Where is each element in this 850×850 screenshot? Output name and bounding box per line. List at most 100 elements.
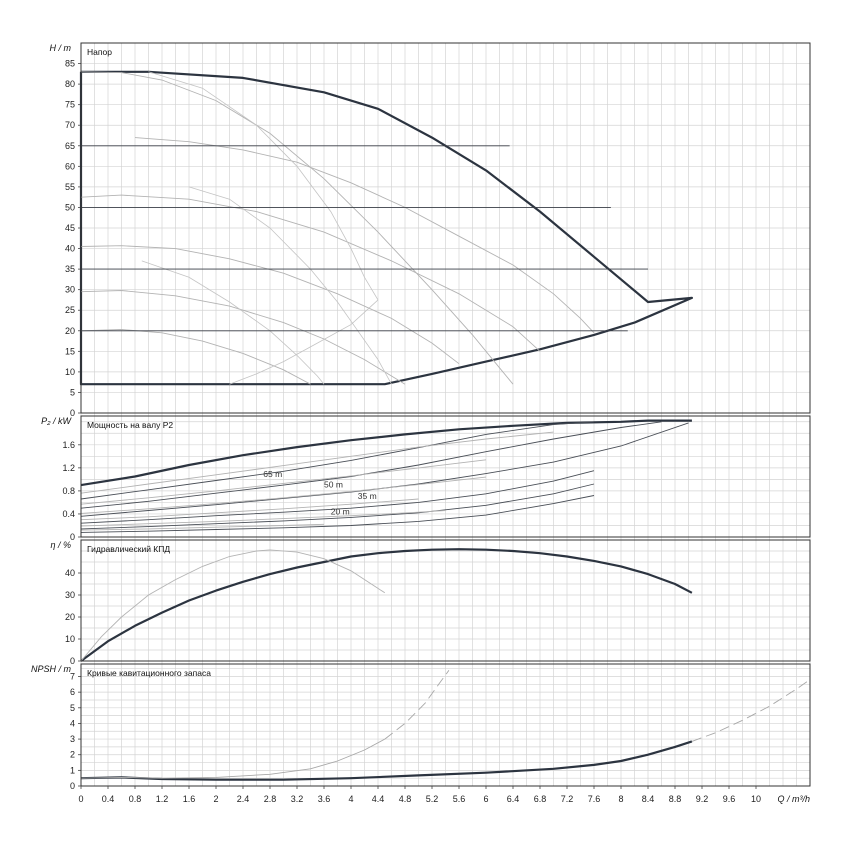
panel-frame — [80, 663, 811, 787]
y-tick-label: 10 — [65, 634, 75, 644]
series-line-power — [80, 419, 692, 487]
x-tick-label: 5.2 — [426, 794, 439, 804]
y-tick-label: 0.8 — [62, 486, 75, 496]
curve-annotation: 20 m — [331, 507, 350, 517]
x-tick-label: 7.2 — [561, 794, 574, 804]
series-line-power — [80, 431, 554, 494]
panel-title: Напор — [87, 47, 112, 57]
x-tick-label: 2 — [213, 794, 218, 804]
series-line-npsh — [691, 679, 811, 742]
x-tick-label: 0.8 — [129, 794, 142, 804]
x-tick-label: 8.4 — [642, 794, 655, 804]
curve-annotation: 50 m — [324, 479, 343, 489]
x-tick-label: 9.2 — [696, 794, 709, 804]
series-line-head — [80, 194, 541, 352]
x-tick-label: 6.8 — [534, 794, 547, 804]
panel-npsh: 0 1 2 3 4 5 6 7 Кривые кавитационного запаса NPSH… — [31, 663, 811, 791]
series-line-head — [80, 290, 406, 385]
series-line-power — [80, 510, 446, 527]
y-axis-label: H / m — [50, 43, 72, 53]
y-axis-label: NPSH / m — [31, 664, 72, 674]
x-tick-label: 4.8 — [399, 794, 412, 804]
y-tick-label: 70 — [65, 120, 75, 130]
x-tick-label: 10 — [751, 794, 761, 804]
x-tick-label: 8.8 — [669, 794, 682, 804]
y-tick-label: 85 — [65, 59, 75, 69]
y-tick-label: 20 — [65, 326, 75, 336]
y-axis-label: η / % — [50, 540, 71, 550]
y-tick-label: 4 — [70, 718, 75, 728]
series-line-head — [229, 299, 379, 385]
x-tick-label: 6.4 — [507, 794, 520, 804]
series-line-power — [80, 476, 487, 514]
y-axis-label: P₂ / kW — [41, 416, 72, 426]
y-tick-label: 45 — [65, 223, 75, 233]
panel-head: 0 5 10 15 20 25 30 35 40 45 50 55 60 65 70 75 80 85 Напор H… — [50, 42, 811, 418]
x-tick-label: 7.6 — [588, 794, 601, 804]
panel-power: 0 0.4 0.8 1.2 1.6 65 m 50 m 35 m 20 m Мощность на… — [41, 415, 811, 542]
y-tick-label: 5 — [70, 387, 75, 397]
x-tick-label: 8 — [618, 794, 623, 804]
x-tick-label: 1.2 — [156, 794, 169, 804]
series-line-efficiency — [80, 549, 386, 662]
x-tick-label: 4 — [348, 794, 353, 804]
panel-title: Кривые кавитационного запаса — [87, 668, 211, 678]
series-line-power — [80, 459, 487, 505]
series-line-power — [80, 498, 419, 521]
x-tick-label: 2.4 — [237, 794, 250, 804]
panel-frame — [80, 539, 811, 662]
x-tick-label: 3.2 — [291, 794, 304, 804]
x-tick-label: 5.6 — [453, 794, 466, 804]
y-tick-label: 35 — [65, 264, 75, 274]
y-tick-label: 55 — [65, 182, 75, 192]
y-tick-label: 0.4 — [62, 509, 75, 519]
curve-annotation: 65 m — [263, 469, 282, 479]
y-tick-label: 2 — [70, 750, 75, 760]
y-tick-label: 0 — [70, 656, 75, 666]
series-line-power — [80, 421, 662, 509]
panel-title: Гидравлический КПД — [87, 544, 170, 554]
y-tick-label: 0 — [70, 408, 75, 418]
y-tick-label: 80 — [65, 79, 75, 89]
y-tick-label: 1.6 — [62, 440, 75, 450]
y-tick-label: 20 — [65, 612, 75, 622]
x-tick-label: 4.4 — [372, 794, 385, 804]
series-line-efficiency — [80, 548, 693, 662]
y-tick-label: 3 — [70, 734, 75, 744]
x-tick-label: 9.6 — [723, 794, 736, 804]
y-tick-label: 30 — [65, 590, 75, 600]
y-tick-label: 5 — [70, 703, 75, 713]
y-tick-label: 60 — [65, 161, 75, 171]
panel-efficiency: 0 10 20 30 40 Гидравлический КПД η / % — [50, 539, 811, 666]
curve-annotation: 35 m — [358, 491, 377, 501]
series-line-power — [80, 483, 595, 530]
x-tick-label: 0.4 — [102, 794, 115, 804]
y-tick-label: 1.2 — [62, 463, 75, 473]
series-line-npsh — [80, 740, 693, 781]
series-line-head — [80, 245, 460, 365]
y-tick-label: 50 — [65, 202, 75, 212]
panel-frame — [80, 42, 811, 414]
panel-frame — [80, 415, 811, 538]
x-axis-label: Q / m³/h — [777, 794, 810, 804]
y-tick-label: 0 — [70, 781, 75, 791]
y-tick-label: 15 — [65, 346, 75, 356]
series-line-head — [80, 329, 311, 385]
y-tick-label: 1 — [70, 765, 75, 775]
y-tick-label: 7 — [70, 672, 75, 682]
series-line-npsh — [80, 738, 386, 779]
series-line-head — [80, 71, 514, 385]
x-tick-label: 2.8 — [264, 794, 277, 804]
series-line-head — [79, 70, 693, 386]
x-tick-label: 0 — [78, 794, 83, 804]
x-axis: 0 0.4 0.8 1.2 1.6 2 2.4 2.8 3.2 3.6 4 4.4 4.8 5.2 5.6 6… — [78, 786, 810, 804]
series-line-npsh — [384, 670, 450, 740]
series-line-power — [80, 495, 595, 533]
x-tick-label: 6 — [483, 794, 488, 804]
y-tick-label: 40 — [65, 244, 75, 254]
series-line-power — [80, 421, 595, 500]
series-line-head — [148, 71, 379, 301]
series-line-power — [80, 523, 325, 531]
y-tick-label: 25 — [65, 305, 75, 315]
